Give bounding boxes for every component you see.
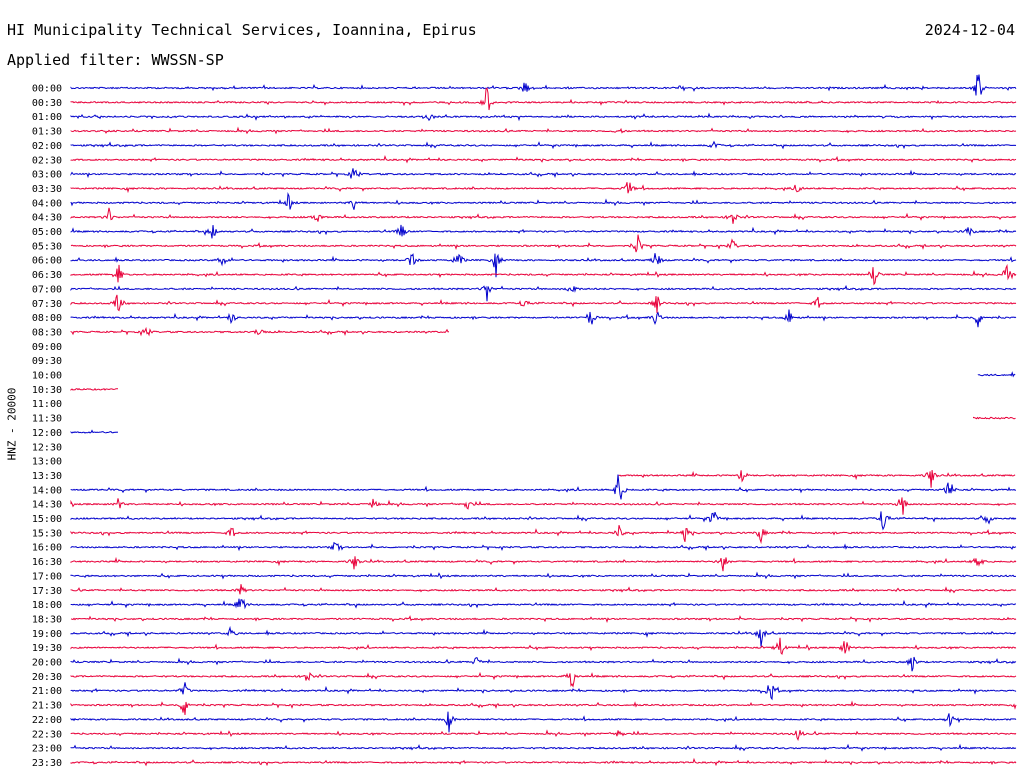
time-tick-label: 16:30 <box>32 557 62 568</box>
trace-line <box>70 140 1017 150</box>
time-tick-label: 15:00 <box>32 514 62 525</box>
time-tick-label: 14:00 <box>32 485 62 496</box>
trace-line <box>70 511 1017 531</box>
trace-line <box>70 207 1017 224</box>
time-tick-label: 00:00 <box>32 84 62 95</box>
trace-line <box>70 656 1017 672</box>
time-tick-label: 22:00 <box>32 715 62 726</box>
trace-line <box>70 294 1017 314</box>
trace-line <box>70 253 1017 278</box>
time-tick-label: 23:00 <box>32 744 62 755</box>
time-tick-label: 01:00 <box>32 112 62 123</box>
time-tick-label: 03:00 <box>32 170 62 181</box>
station-title: HI Municipality Technical Services, Ioan… <box>7 21 477 39</box>
time-tick-label: 14:30 <box>32 500 62 511</box>
trace-line <box>70 700 1017 715</box>
trace-line <box>70 155 1017 164</box>
trace-line <box>70 615 1017 624</box>
time-tick-label: 04:00 <box>32 198 62 209</box>
time-tick-label: 09:30 <box>32 356 62 367</box>
trace-line <box>70 598 1016 610</box>
time-tick-label: 00:30 <box>32 98 62 109</box>
time-tick-label: 21:30 <box>32 701 62 712</box>
trace-line <box>70 556 1017 572</box>
seismic-traces <box>70 74 1017 767</box>
trace-line <box>70 263 1017 286</box>
trace-line <box>70 309 1017 328</box>
trace-line <box>70 682 1017 701</box>
time-tick-label: 15:30 <box>32 528 62 539</box>
time-tick-labels: 00:00 00:30 01:00 01:30 02:00 02:30 03:00 03:30… <box>32 84 62 769</box>
time-tick-label: 08:00 <box>32 313 62 324</box>
time-tick-label: 11:30 <box>32 414 62 425</box>
trace-line <box>70 625 1017 647</box>
trace-line <box>70 182 1017 194</box>
trace-line <box>70 743 1017 752</box>
trace-line <box>618 469 1016 488</box>
time-tick-label: 06:30 <box>32 270 62 281</box>
trace-line <box>70 74 1017 96</box>
trace-line <box>70 234 1017 253</box>
trace-line <box>70 584 1017 595</box>
time-tick-label: 02:30 <box>32 155 62 166</box>
time-tick-label: 16:00 <box>32 543 62 554</box>
time-tick-label: 12:30 <box>32 442 62 453</box>
trace-line <box>70 284 1017 302</box>
trace-line <box>70 387 118 391</box>
time-tick-label: 02:00 <box>32 141 62 152</box>
trace-line <box>70 541 1017 552</box>
filter-label: Applied filter: WWSSN-SP <box>7 51 224 69</box>
trace-line <box>70 671 1017 688</box>
time-tick-label: 13:00 <box>32 457 62 468</box>
trace-line <box>70 126 1017 135</box>
time-tick-label: 06:00 <box>32 256 62 267</box>
time-tick-label: 17:30 <box>32 586 62 597</box>
trace-line <box>70 497 1017 515</box>
time-tick-label: 12:00 <box>32 428 62 439</box>
time-tick-label: 03:30 <box>32 184 62 195</box>
time-tick-label: 18:30 <box>32 614 62 625</box>
trace-line <box>70 525 1017 545</box>
time-tick-label: 07:30 <box>32 299 62 310</box>
time-tick-label: 10:00 <box>32 371 62 382</box>
trace-line <box>70 757 1017 767</box>
time-tick-label: 09:00 <box>32 342 62 353</box>
record-date: 2024-12-04 <box>924 21 1015 39</box>
trace-line <box>977 371 1016 378</box>
time-tick-label: 07:00 <box>32 284 62 295</box>
time-tick-label: 05:30 <box>32 241 62 252</box>
trace-line <box>70 729 1017 742</box>
time-tick-label: 19:30 <box>32 643 62 654</box>
time-tick-label: 04:30 <box>32 213 62 224</box>
trace-line <box>70 112 1017 122</box>
trace-line <box>70 191 1017 210</box>
time-tick-label: 10:30 <box>32 385 62 396</box>
trace-line <box>70 474 1017 500</box>
trace-line <box>70 429 119 434</box>
trace-line <box>70 711 1017 733</box>
time-tick-label: 20:00 <box>32 658 62 669</box>
time-tick-label: 22:30 <box>32 729 62 740</box>
time-tick-label: 17:00 <box>32 571 62 582</box>
time-tick-label: 19:00 <box>32 629 62 640</box>
trace-line <box>70 224 1017 239</box>
time-tick-label: 05:00 <box>32 227 62 238</box>
trace-line <box>70 326 450 337</box>
time-tick-label: 08:30 <box>32 327 62 338</box>
time-tick-label: 23:30 <box>32 758 62 769</box>
time-tick-label: 21:00 <box>32 686 62 697</box>
trace-line <box>70 571 1016 580</box>
time-tick-label: 01:30 <box>32 127 62 138</box>
trace-line <box>70 168 1017 179</box>
time-tick-label: 18:00 <box>32 600 62 611</box>
time-tick-label: 13:30 <box>32 471 62 482</box>
time-tick-label: 20:30 <box>32 672 62 683</box>
trace-line <box>973 416 1016 420</box>
time-tick-label: 11:00 <box>32 399 62 410</box>
trace-line <box>70 637 1017 656</box>
trace-line <box>70 87 1017 111</box>
